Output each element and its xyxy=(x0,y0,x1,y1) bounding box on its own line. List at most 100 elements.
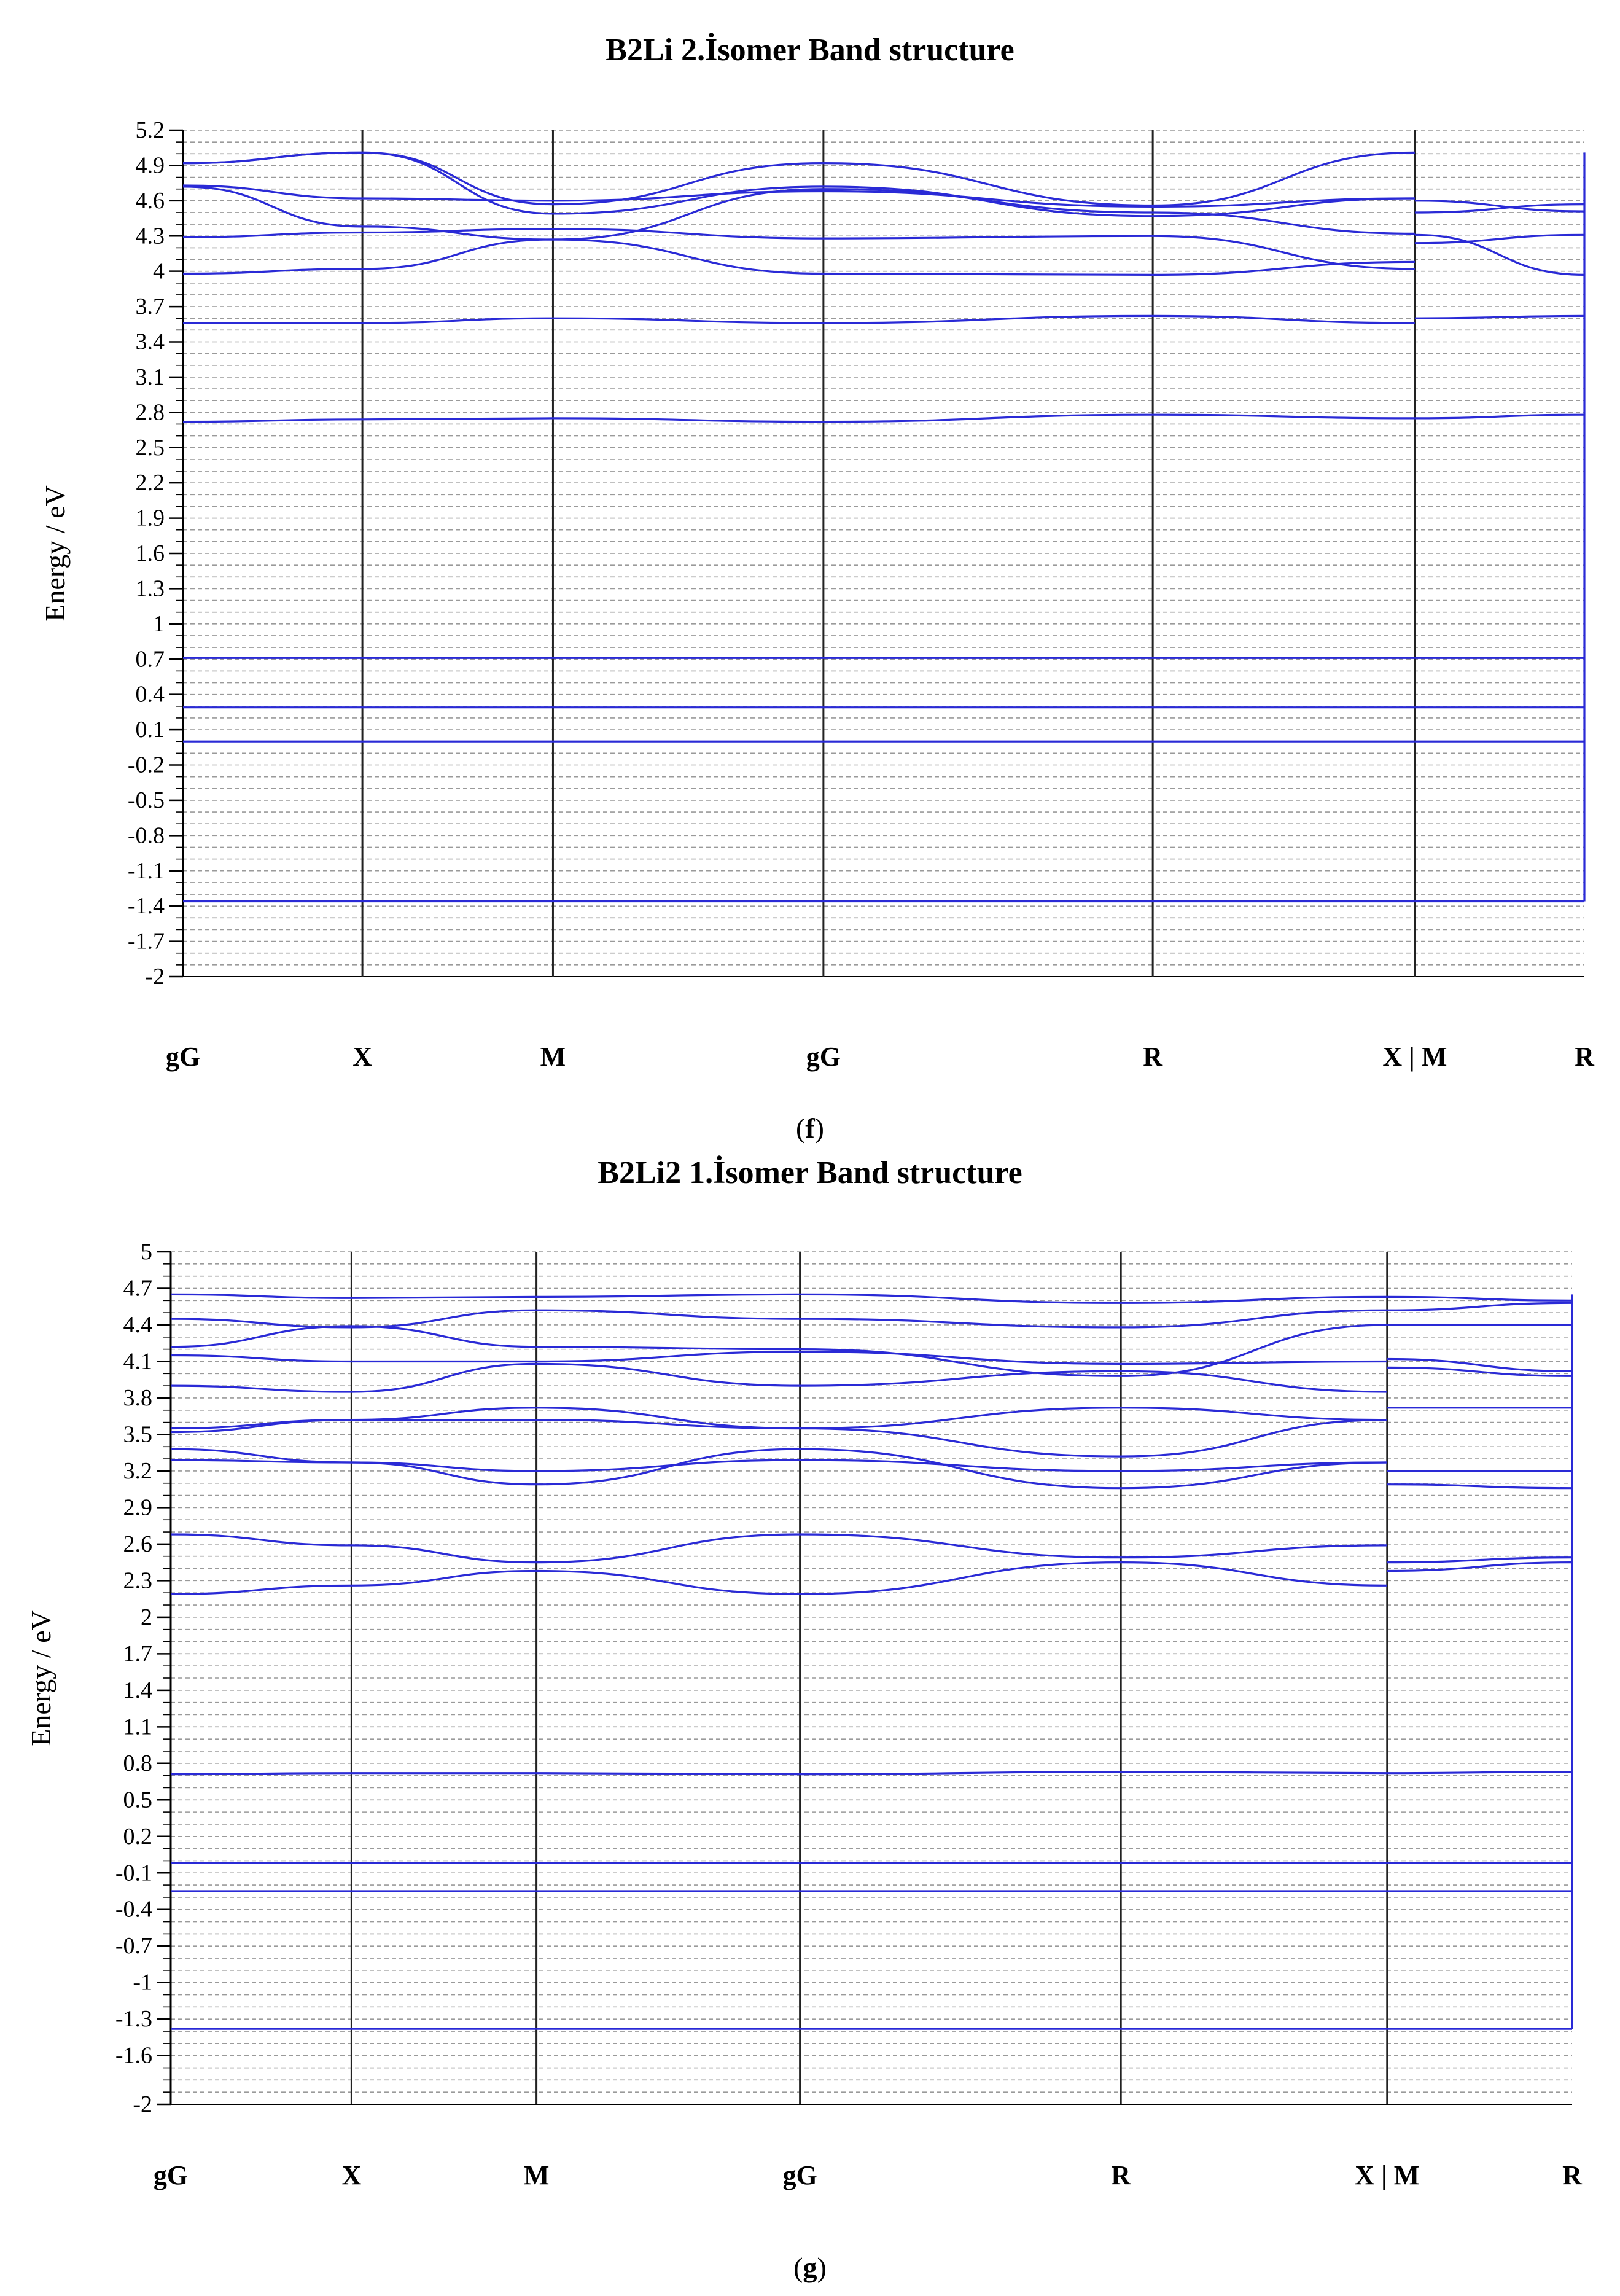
y-tick-label: 3.7 xyxy=(136,294,165,319)
band-line xyxy=(1387,1295,1573,1302)
k-point-label: M xyxy=(524,2160,550,2190)
y-tick-label: 3.4 xyxy=(136,329,165,355)
y-tick-label: 2.5 xyxy=(136,435,165,461)
y-tick-label: -0.7 xyxy=(115,1933,152,1959)
band-line xyxy=(170,1407,1387,1430)
y-tick-label: -0.5 xyxy=(128,787,165,813)
band-structure-panel-g: B2Li2 1.İsomer Band structure Energy / e… xyxy=(0,1155,1620,2296)
band-line xyxy=(1387,1483,1573,1490)
y-tick-label: -1 xyxy=(133,1970,152,1996)
band-line xyxy=(1414,203,1585,214)
y-tick-label: -1.4 xyxy=(128,893,165,919)
band-line xyxy=(1414,314,1585,319)
y-tick-label: 0.2 xyxy=(123,1824,153,1849)
panel-label-g: (g) xyxy=(793,2252,827,2283)
band-line xyxy=(170,1771,1387,1776)
y-tick-label: 3.2 xyxy=(123,1458,153,1484)
y-tick-label: -1.1 xyxy=(128,858,165,884)
y-tick-label: 0.4 xyxy=(136,682,165,708)
y-tick-label: 2.3 xyxy=(123,1568,153,1593)
band-line xyxy=(1387,1771,1573,1775)
band-line xyxy=(1414,233,1585,244)
k-point-label: R xyxy=(1143,1042,1163,1072)
band-line xyxy=(170,1350,1387,1365)
band-line xyxy=(182,151,1415,207)
band-line xyxy=(182,185,1415,276)
y-tick-label: 2.6 xyxy=(123,1531,153,1557)
y-tick-label: 0.7 xyxy=(136,646,165,672)
y-tick-label: 2.8 xyxy=(136,399,165,425)
y-tick-label: 3.8 xyxy=(123,1385,153,1411)
k-point-label: gG xyxy=(166,1042,200,1072)
k-point-label: R xyxy=(1575,1042,1595,1072)
y-axis-label: Energy / eV xyxy=(39,485,71,621)
k-point-label: gG xyxy=(806,1042,841,1072)
y-tick-label: -2 xyxy=(133,2091,152,2117)
band-line xyxy=(182,188,1415,275)
y-tick-label: 1.4 xyxy=(123,1677,153,1703)
y-tick-label: 4.4 xyxy=(123,1312,153,1338)
y-tick-label: 4.3 xyxy=(136,223,165,249)
y-tick-label: 3.1 xyxy=(136,364,165,390)
y-tick-label: 1 xyxy=(153,611,165,637)
y-tick-label: 5 xyxy=(141,1239,152,1265)
y-tick-label: -0.2 xyxy=(128,752,165,778)
y-tick-label: 1.3 xyxy=(136,576,165,601)
y-axis-label: Energy / eV xyxy=(25,1610,56,1746)
band-line xyxy=(1387,1302,1573,1311)
band-line xyxy=(170,1459,1387,1472)
band-line xyxy=(1387,1561,1573,1572)
y-tick-label: -0.4 xyxy=(115,1897,152,1923)
band-line xyxy=(1414,233,1585,276)
k-point-label: gG xyxy=(154,2160,188,2190)
k-point-label: X | M xyxy=(1382,1042,1447,1072)
y-tick-label: 3.5 xyxy=(123,1421,153,1447)
panel-label-f: (f) xyxy=(796,1112,824,1144)
band-line xyxy=(1414,413,1585,420)
y-tick-label: 0.5 xyxy=(123,1787,153,1813)
y-tick-label: -0.1 xyxy=(115,1860,152,1886)
band-structure-panel-f: B2Li 2.İsomer Band structure Energy / eV… xyxy=(39,33,1595,1144)
y-tick-label: 1.9 xyxy=(136,506,165,531)
k-point-label: X xyxy=(341,2160,361,2190)
y-tick-label: 4 xyxy=(153,259,165,284)
k-point-label: R xyxy=(1562,2160,1583,2190)
y-tick-label: 5.2 xyxy=(136,117,165,143)
y-tick-label: 4.7 xyxy=(123,1275,153,1301)
band-structure-chart-g: Energy / eV 5 4.7 4.4 4.1 3.8 3.5 3.2 2.9 2.6 2.3 2… xyxy=(25,1239,1583,2190)
y-tick-label: 1.7 xyxy=(123,1641,153,1666)
band-line xyxy=(182,413,1415,423)
y-tick-label: 4.1 xyxy=(123,1348,153,1374)
band-line xyxy=(170,1324,1387,1377)
k-point-label: gG xyxy=(783,2160,817,2190)
band-line xyxy=(170,1362,1387,1393)
y-tick-label: 2.9 xyxy=(123,1494,153,1520)
band-line xyxy=(170,1561,1387,1595)
y-tick-label: 4.9 xyxy=(136,152,165,178)
k-point-label: X | M xyxy=(1355,2160,1419,2190)
chart-title: B2Li 2.İsomer Band structure xyxy=(606,33,1014,68)
y-tick-label: 0.8 xyxy=(123,1751,153,1776)
band-line xyxy=(170,1419,1387,1458)
k-point-label: R xyxy=(1111,2160,1131,2190)
band-line xyxy=(170,1293,1387,1304)
y-tick-label: 2 xyxy=(141,1604,152,1630)
band-line xyxy=(170,1533,1387,1564)
y-tick-label: -0.8 xyxy=(128,822,165,848)
chart-title: B2Li2 1.İsomer Band structure xyxy=(598,1155,1022,1190)
band-line xyxy=(1387,1556,1573,1564)
y-tick-label: -1.3 xyxy=(115,2006,152,2032)
y-tick-label: -1.7 xyxy=(128,929,165,955)
y-tick-label: 1.1 xyxy=(123,1714,153,1740)
band-line xyxy=(182,228,1415,270)
k-point-label: X xyxy=(352,1042,372,1072)
band-line xyxy=(170,1309,1387,1329)
band-line xyxy=(1387,1366,1573,1377)
band-line xyxy=(1414,200,1585,213)
y-tick-label: 0.1 xyxy=(136,717,165,743)
band-structure-chart-f: Energy / eV 5.2 4.9 4.6 4.3 4 3.7 3.4 3.1 2.8 2.5 2… xyxy=(39,117,1595,1072)
y-tick-label: 1.6 xyxy=(136,541,165,566)
y-tick-label: -2 xyxy=(145,964,165,990)
band-line xyxy=(1387,1357,1573,1372)
k-point-label: M xyxy=(540,1042,566,1072)
